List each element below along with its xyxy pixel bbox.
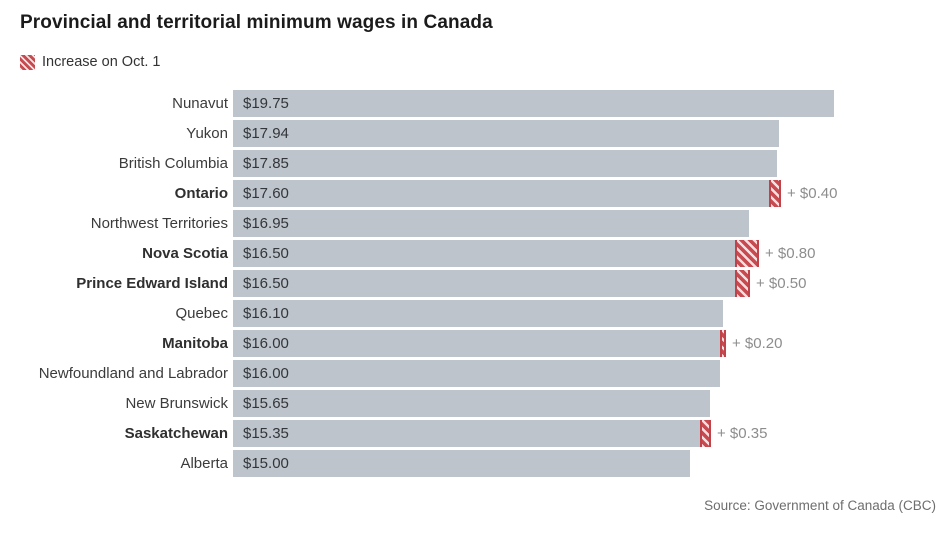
increase-hatch-segment	[700, 419, 711, 447]
category-label: Nova Scotia	[142, 244, 228, 262]
value-bar: $17.60	[233, 179, 769, 207]
bar-row: Newfoundland and Labrador $16.00	[0, 358, 952, 388]
category-label: Ontario	[174, 184, 228, 202]
increase-hatch-swatch	[20, 54, 35, 70]
value-label: $17.60	[243, 184, 289, 202]
increase-hatch-segment	[735, 239, 759, 267]
bar-row: Manitoba $16.00 + $0.20	[0, 328, 952, 358]
bar-row: Saskatchewan $15.35 + $0.35	[0, 418, 952, 448]
category-label: Yukon	[186, 124, 228, 142]
value-bar: $16.00	[233, 359, 720, 387]
increase-label: + $0.80	[765, 244, 816, 262]
bar-row: Northwest Territories $16.95	[0, 208, 952, 238]
value-label: $15.35	[243, 424, 289, 442]
value-bar: $16.50	[233, 239, 735, 267]
increase-label: + $0.20	[732, 334, 783, 352]
value-bar: $17.85	[233, 149, 777, 177]
increase-label: + $0.50	[756, 274, 807, 292]
increase-hatch-segment	[769, 179, 781, 207]
value-bar: $19.75	[233, 89, 834, 117]
value-bar: $15.65	[233, 389, 710, 417]
value-label: $16.00	[243, 364, 289, 382]
category-label: British Columbia	[118, 154, 228, 172]
bar-row: New Brunswick $15.65	[0, 388, 952, 418]
value-bar: $16.50	[233, 269, 735, 297]
value-bar: $16.95	[233, 209, 749, 237]
value-label: $16.50	[243, 274, 289, 292]
increase-hatch-segment	[720, 329, 726, 357]
bar-row: Nunavut $19.75	[0, 88, 952, 118]
value-bar: $15.00	[233, 449, 690, 477]
bar-row: Yukon $17.94	[0, 118, 952, 148]
category-label: Manitoba	[162, 334, 228, 352]
bar-row: British Columbia $17.85	[0, 148, 952, 178]
category-label: Nunavut	[172, 94, 228, 112]
source-credit: Source: Government of Canada (CBC)	[704, 498, 936, 513]
value-bar: $16.00	[233, 329, 720, 357]
bar-row: Alberta $15.00	[0, 448, 952, 478]
value-label: $16.00	[243, 334, 289, 352]
increase-label: + $0.40	[787, 184, 838, 202]
value-label: $16.10	[243, 304, 289, 322]
category-label: Newfoundland and Labrador	[38, 364, 228, 382]
bar-chart: Nunavut $19.75 Yukon $17.94 British Columbia…	[0, 88, 952, 478]
value-label: $16.50	[243, 244, 289, 262]
value-label: $19.75	[243, 94, 289, 112]
increase-label: + $0.35	[717, 424, 768, 442]
bar-row: Quebec $16.10	[0, 298, 952, 328]
increase-hatch-segment	[735, 269, 750, 297]
category-label: New Brunswick	[125, 394, 228, 412]
bar-row: Nova Scotia $16.50 + $0.80	[0, 238, 952, 268]
value-bar: $15.35	[233, 419, 700, 447]
category-label: Saskatchewan	[124, 424, 228, 442]
category-label: Alberta	[180, 454, 228, 472]
value-bar: $17.94	[233, 119, 779, 147]
category-label: Northwest Territories	[90, 214, 228, 232]
value-bar: $16.10	[233, 299, 723, 327]
bar-row: Prince Edward Island $16.50 + $0.50	[0, 268, 952, 298]
bar-row: Ontario $17.60 + $0.40	[0, 178, 952, 208]
category-label: Prince Edward Island	[76, 274, 228, 292]
legend: Increase on Oct. 1	[20, 54, 160, 70]
value-label: $17.94	[243, 124, 289, 142]
value-label: $15.65	[243, 394, 289, 412]
value-label: $17.85	[243, 154, 289, 172]
value-label: $16.95	[243, 214, 289, 232]
legend-label: Increase on Oct. 1	[42, 54, 161, 70]
chart-title: Provincial and territorial minimum wages…	[20, 12, 493, 33]
category-label: Quebec	[175, 304, 228, 322]
value-label: $15.00	[243, 454, 289, 472]
